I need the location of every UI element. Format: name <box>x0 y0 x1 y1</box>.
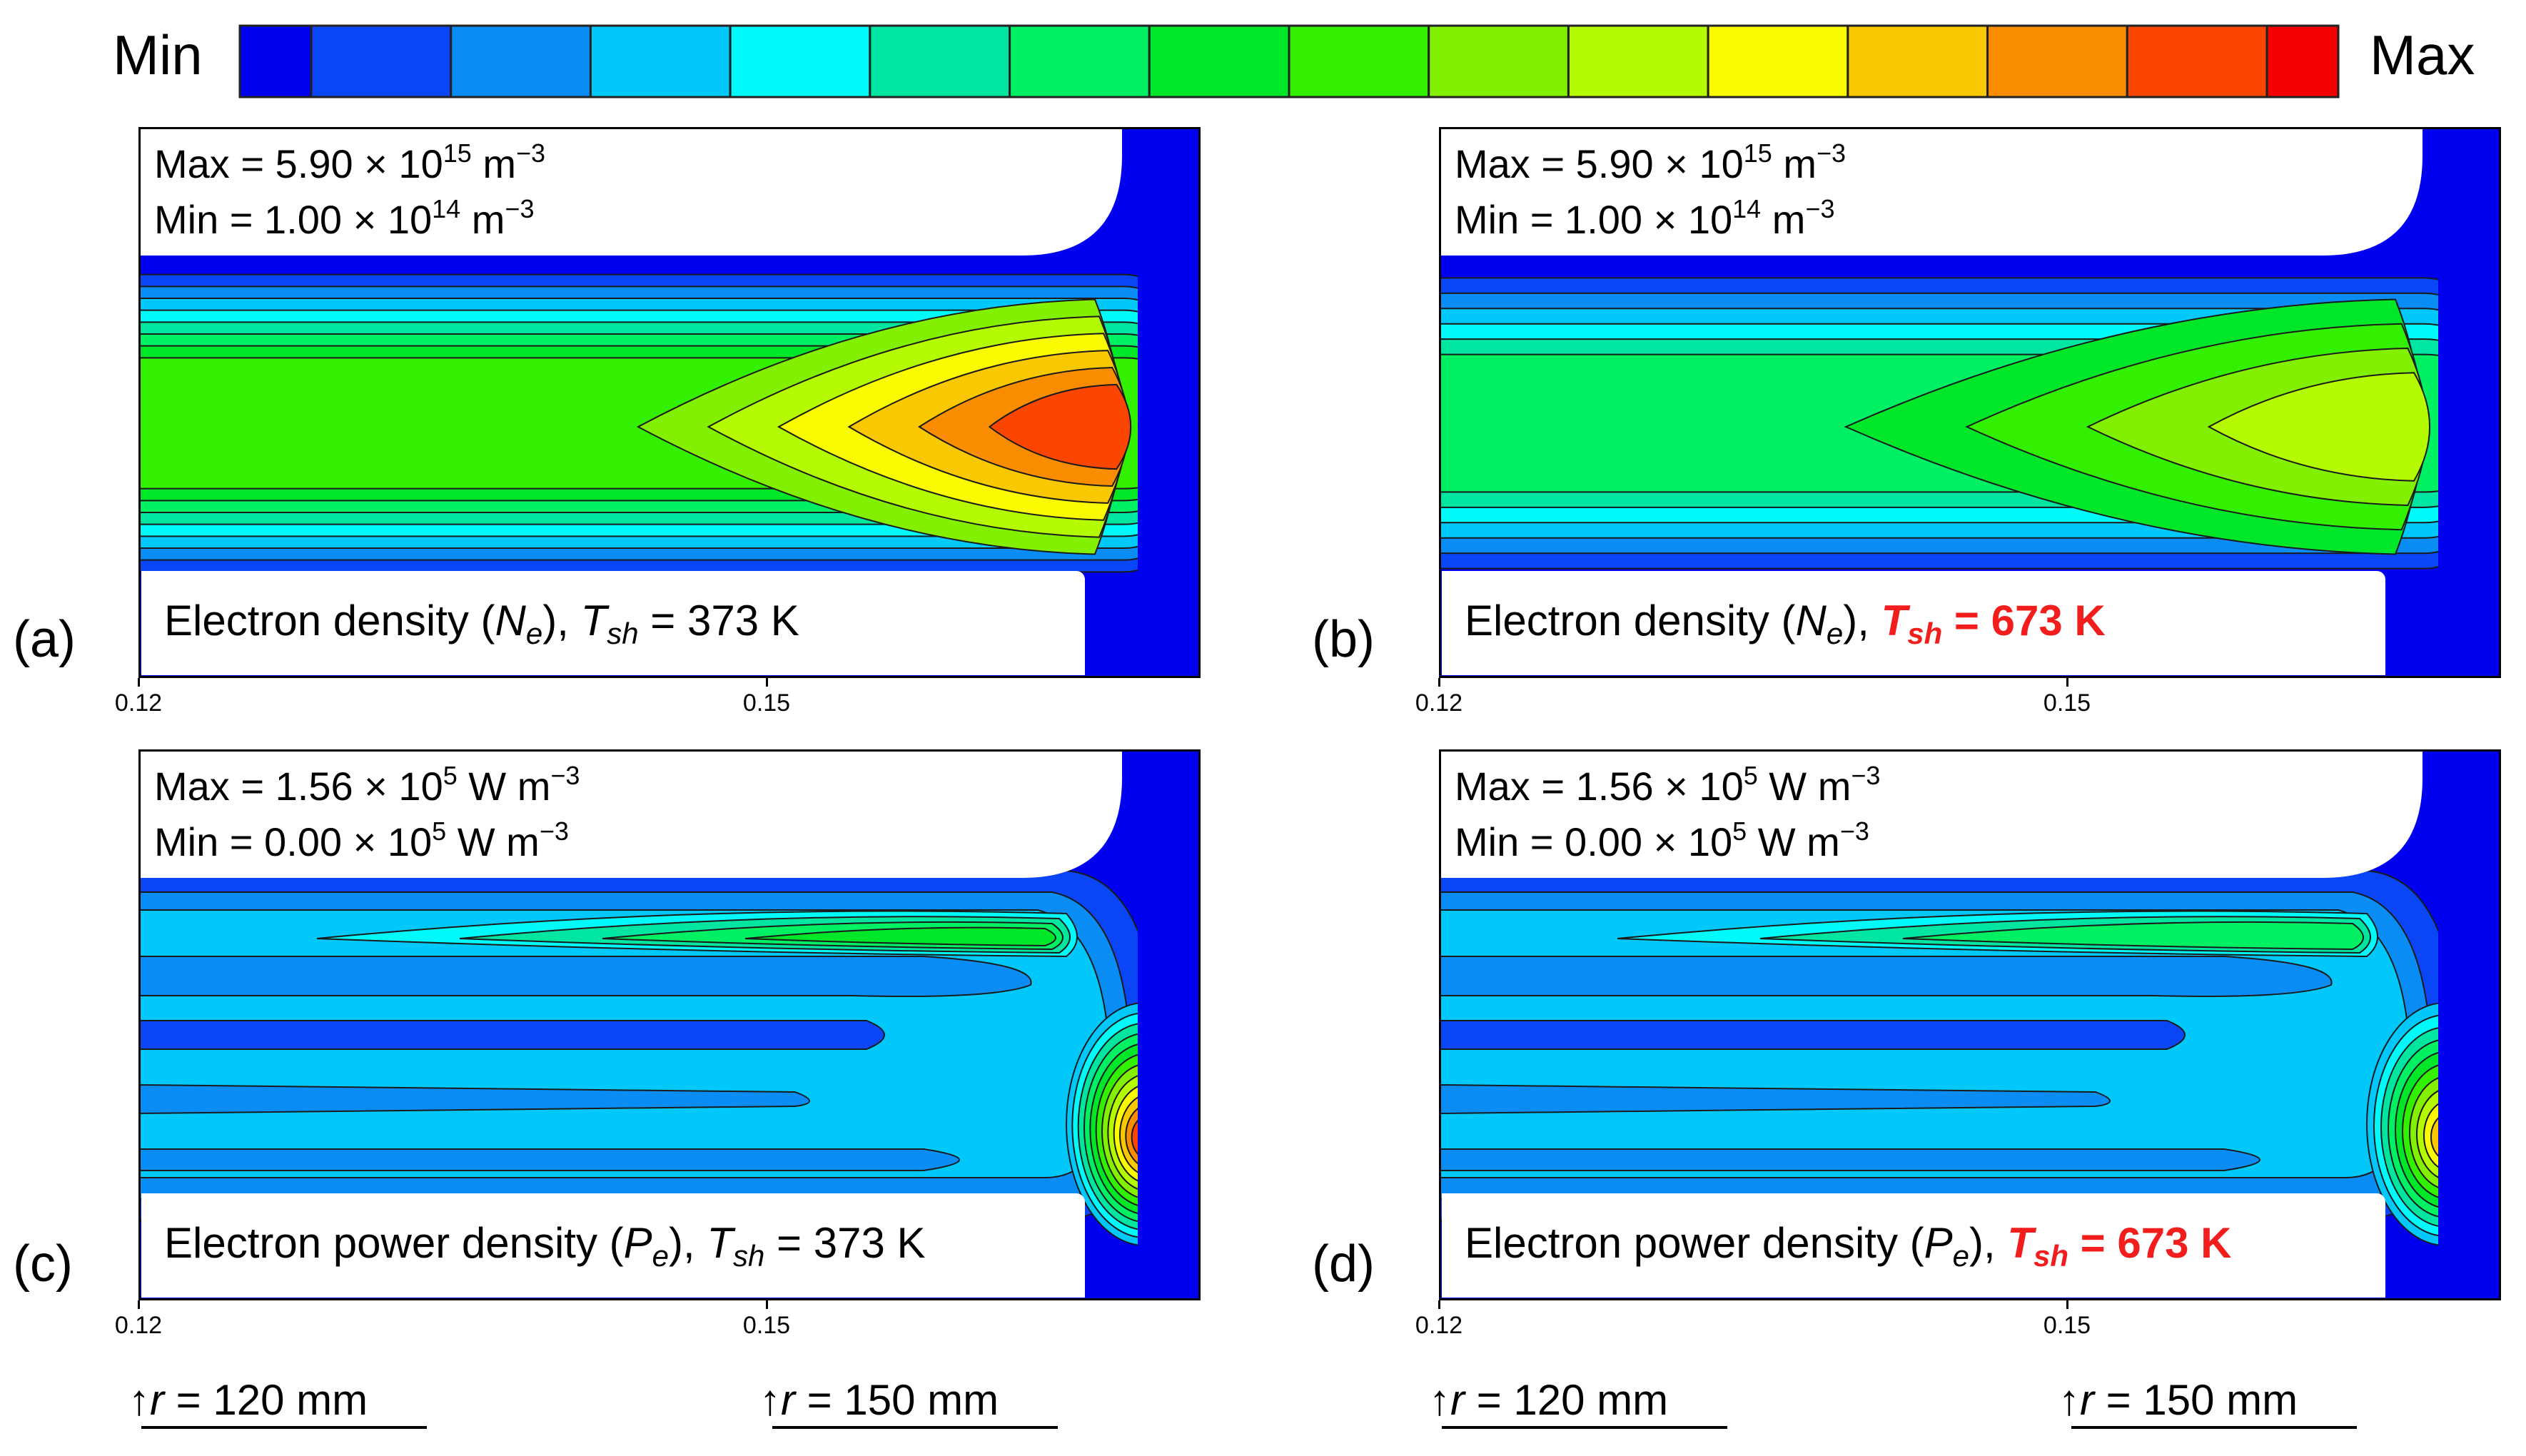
x-tick-label: 0.12 <box>114 689 163 717</box>
x-tick-label: 0.15 <box>742 689 791 717</box>
label-box <box>141 1193 1085 1298</box>
wall-region <box>2438 127 2501 678</box>
contour-band <box>1439 1148 2260 1171</box>
colorbar-swatch <box>589 24 732 98</box>
panel-caption: Electron power density (Pe), Tsh = 673 K <box>1465 1219 2232 1273</box>
x-tick-mark <box>1438 678 1440 687</box>
plot-frame <box>1439 127 2501 678</box>
panel-caption: Electron density (Ne), Tsh = 373 K <box>164 597 799 650</box>
contour-band <box>1439 1020 2186 1050</box>
contour-plot-a <box>138 127 1201 678</box>
panel-caption: Electron power density (Pe), Tsh = 373 K <box>164 1219 926 1273</box>
colorbar-swatch <box>1846 24 1989 98</box>
colorbar-swatch <box>1707 24 1849 98</box>
colorbar-swatch <box>2265 24 2340 98</box>
label-box <box>141 571 1085 675</box>
contour-band <box>1902 921 2364 951</box>
max-value: Max = 1.56 × 105 W m−3 <box>1455 761 1881 809</box>
panel-letter: (b) <box>1312 611 1375 668</box>
colorbar-swatch <box>1567 24 1709 98</box>
electrode-region <box>138 749 1122 878</box>
label-box <box>1442 1193 2385 1298</box>
colorbar-swatch <box>1428 24 1570 98</box>
wall-region <box>2438 749 2501 1300</box>
electrode-region <box>1439 749 2423 878</box>
contour-band <box>2207 372 2430 482</box>
panel-letter: (d) <box>1312 1235 1375 1293</box>
panel-letter: (c) <box>13 1235 73 1293</box>
x-tick-label: 0.15 <box>2043 689 2091 717</box>
x-tick-mark <box>2066 678 2068 687</box>
contour-band <box>138 1083 810 1115</box>
x-tick-mark <box>2066 1300 2068 1309</box>
electrode-region <box>138 127 1122 256</box>
radius-marker-underline <box>1442 1426 1727 1429</box>
radius-marker: ↑r = 120 mm <box>128 1376 368 1424</box>
colorbar-swatch <box>1009 24 1151 98</box>
plot-frame <box>138 127 1201 678</box>
colorbar-min-label: Min <box>113 24 203 86</box>
radius-marker: ↑r = 150 mm <box>2058 1376 2298 1424</box>
contour-band <box>138 956 1032 997</box>
colorbar-swatch <box>310 24 453 98</box>
colorbar-max-label: Max <box>2370 24 2475 86</box>
plot-frame <box>1439 749 2501 1300</box>
max-value: Max = 1.56 × 105 W m−3 <box>154 761 580 809</box>
colorbar-swatch <box>450 24 592 98</box>
radius-marker-underline <box>2071 1426 2357 1429</box>
contour-band <box>744 926 1056 947</box>
min-value: Min = 0.00 × 105 W m−3 <box>154 817 569 864</box>
contour-band <box>138 1148 960 1171</box>
colorbar-swatch <box>238 24 313 98</box>
x-tick-mark <box>138 678 140 687</box>
colorbar-swatch <box>1288 24 1430 98</box>
x-tick-label: 0.15 <box>2043 1312 2091 1339</box>
x-tick-mark <box>766 1300 768 1309</box>
colorbar-swatch <box>1986 24 2128 98</box>
wall-region <box>1138 127 1201 678</box>
plot-frame <box>138 749 1201 1300</box>
x-tick-mark <box>138 1300 140 1309</box>
x-tick-label: 0.12 <box>1415 689 1463 717</box>
min-value: Min = 1.00 × 1014 m−3 <box>154 194 535 242</box>
radius-marker: ↑r = 120 mm <box>1429 1376 1669 1424</box>
min-value: Min = 1.00 × 1014 m−3 <box>1455 194 1835 242</box>
min-value: Min = 0.00 × 105 W m−3 <box>1455 817 1869 864</box>
radius-marker-underline <box>141 1426 427 1429</box>
colorbar-swatch <box>2126 24 2268 98</box>
colorbar-swatch <box>729 24 872 98</box>
x-tick-mark <box>1438 1300 1440 1309</box>
colorbar-swatch <box>869 24 1011 98</box>
wall-region <box>1138 749 1201 1300</box>
contour-band <box>988 383 1132 470</box>
radius-marker: ↑r = 150 mm <box>759 1376 999 1424</box>
x-tick-label: 0.15 <box>742 1312 791 1339</box>
label-box <box>1442 571 2385 675</box>
max-value: Max = 5.90 × 1015 m−3 <box>1455 138 1846 186</box>
colorbar-swatch <box>1148 24 1290 98</box>
x-tick-mark <box>766 678 768 687</box>
x-tick-label: 0.12 <box>1415 1312 1463 1339</box>
contour-band <box>1439 1083 2111 1115</box>
contour-band <box>138 1020 885 1050</box>
max-value: Max = 5.90 × 1015 m−3 <box>154 138 546 186</box>
colorbar <box>238 24 2340 98</box>
electrode-region <box>1439 127 2423 256</box>
panel-caption: Electron density (Ne), Tsh = 673 K <box>1465 597 2106 650</box>
panel-letter: (a) <box>13 611 76 668</box>
radius-marker-underline <box>772 1426 1058 1429</box>
x-tick-label: 0.12 <box>114 1312 163 1339</box>
contour-band <box>1439 956 2333 997</box>
